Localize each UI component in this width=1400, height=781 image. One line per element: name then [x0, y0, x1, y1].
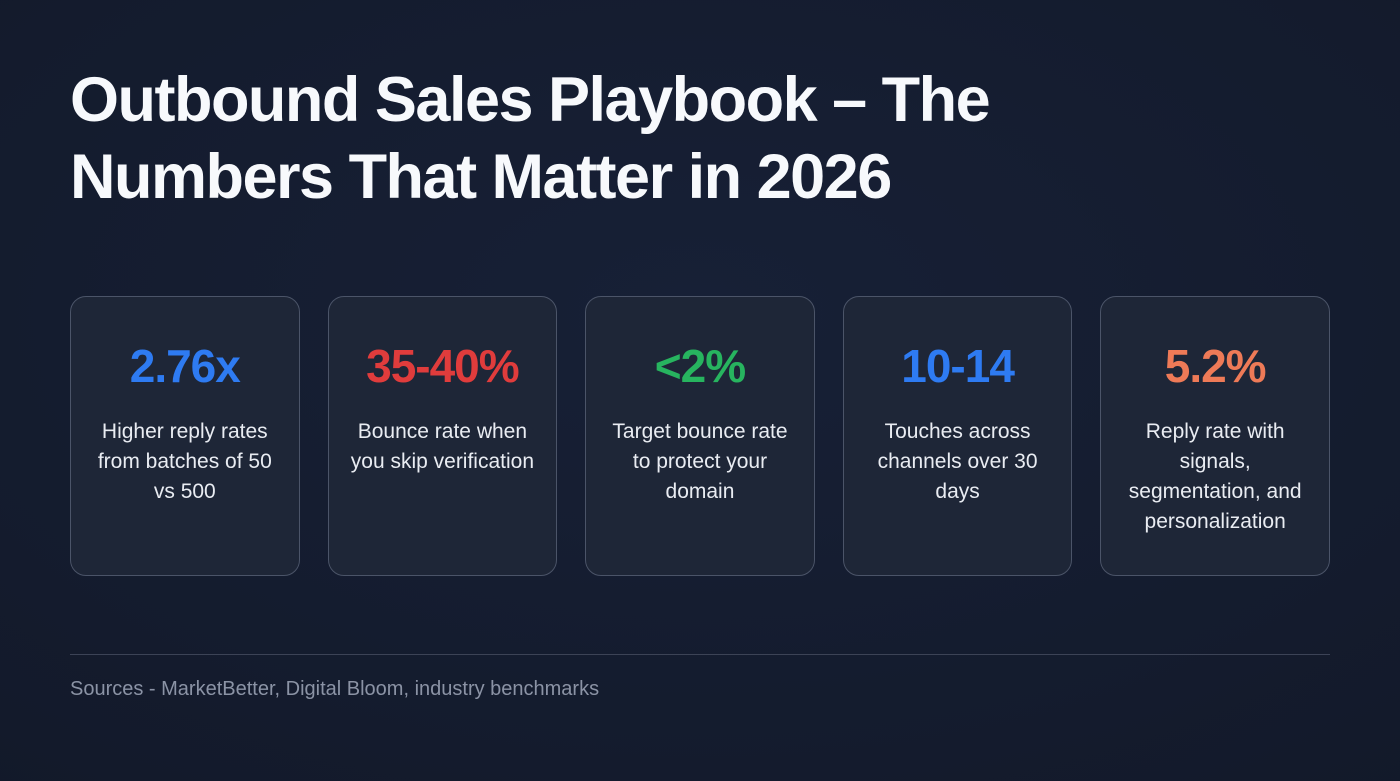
page-title: Outbound Sales Playbook – The Numbers Th… [70, 65, 991, 213]
footer-divider [70, 654, 1330, 655]
stat-value: 10-14 [901, 340, 1015, 392]
sources-text: Sources - MarketBetter, Digital Bloom, i… [70, 678, 600, 700]
stat-value: <2% [654, 340, 746, 392]
stat-card-reply-rate-batches: 2.76x Higher reply rates from batches of… [70, 296, 300, 576]
stat-description: Touches across channels over 30 days [877, 420, 1038, 503]
stat-card-reply-rate-personalization: 5.2% Reply rate with signals, segmentati… [1100, 296, 1330, 576]
stat-card-bounce-rate-skip: 35-40% Bounce rate when you skip verific… [327, 296, 558, 576]
stat-value: 2.76x [129, 340, 241, 392]
stat-cards-row: 2.76x Higher reply rates from batches of… [70, 296, 1330, 576]
stat-value: 5.2% [1164, 340, 1267, 392]
stat-description: Higher reply rates from batches of 50 vs… [97, 420, 272, 503]
stat-description: Bounce rate when you skip verification [350, 420, 535, 473]
stat-description: Reply rate with signals, segmentation, a… [1128, 420, 1302, 533]
stat-card-target-bounce-rate: <2% Target bounce rate to protect your d… [585, 296, 815, 576]
stat-description: Target bounce rate to protect your domai… [612, 420, 788, 503]
stat-value: 35-40% [366, 340, 520, 392]
stat-card-touches: 10-14 Touches across channels over 30 da… [842, 296, 1073, 576]
